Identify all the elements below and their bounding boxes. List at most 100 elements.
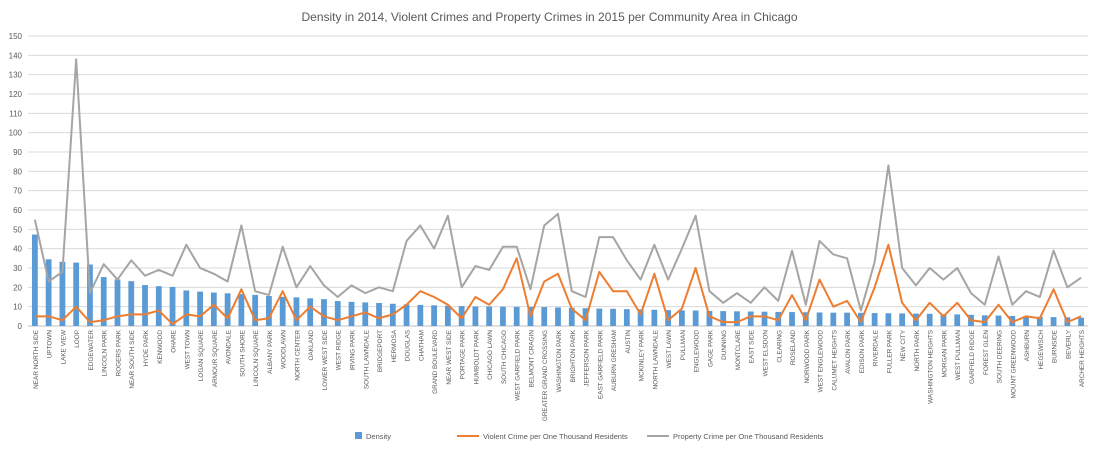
y-tick-label: 0 bbox=[18, 322, 23, 331]
density-bar bbox=[403, 304, 410, 326]
density-bar bbox=[899, 313, 906, 326]
x-tick-label: LINCOLN SQUARE bbox=[253, 330, 260, 386]
x-tick-label: GRAND BOULEVARD bbox=[432, 330, 439, 394]
density-bar bbox=[266, 296, 272, 326]
x-tick-label: OHARE bbox=[171, 330, 178, 353]
x-tick-label: ENGLEWOOD bbox=[694, 330, 701, 373]
density-bar bbox=[789, 312, 795, 326]
x-tick-label: MONTCLARE bbox=[735, 330, 742, 370]
x-tick-label: NORTH CENTER bbox=[294, 330, 301, 381]
y-tick-label: 120 bbox=[9, 90, 23, 99]
density-bar bbox=[1078, 317, 1085, 326]
x-tick-label: SOUTH CHICAGO bbox=[501, 330, 508, 384]
density-bar bbox=[73, 262, 80, 326]
crime-lines bbox=[33, 58, 1082, 326]
x-tick-label: GAGE PARK bbox=[707, 329, 714, 367]
x-tick-label: LAKE VIEW bbox=[60, 329, 67, 364]
x-tick-label: NORTH PARK bbox=[914, 329, 921, 371]
density-bar bbox=[210, 292, 217, 326]
x-tick-label: CLEARING bbox=[776, 330, 783, 363]
density-bar bbox=[59, 261, 66, 326]
density-bar bbox=[224, 293, 231, 326]
y-tick-label: 130 bbox=[9, 71, 23, 80]
legend-label: Property Crime per One Thousand Resident… bbox=[673, 432, 824, 441]
density-bar bbox=[279, 296, 286, 326]
gridlines bbox=[28, 35, 1088, 327]
x-tick-label: WEST TOWN bbox=[184, 330, 191, 370]
x-tick-label: BELMONT CRAGIN bbox=[528, 330, 535, 388]
density-bar bbox=[114, 279, 121, 326]
density-bar bbox=[348, 301, 355, 326]
x-tick-label: LOGAN SQUARE bbox=[198, 330, 205, 381]
density-bar bbox=[321, 299, 327, 326]
x-tick-label: WEST RIDGE bbox=[336, 330, 343, 370]
x-tick-label: ARMOUR SQUARE bbox=[212, 330, 219, 387]
density-bar bbox=[1050, 317, 1057, 326]
density-bar bbox=[376, 302, 382, 326]
density-bar bbox=[334, 301, 341, 326]
x-tick-label: FOREST GLEN bbox=[983, 330, 990, 375]
density-bar bbox=[954, 314, 961, 326]
density-bar bbox=[169, 286, 176, 326]
x-tick-label: ASHBURN bbox=[1024, 330, 1031, 362]
y-tick-label: 80 bbox=[13, 167, 22, 176]
density-bar bbox=[692, 310, 699, 326]
x-tick-label: LINCOLN PARK bbox=[102, 329, 109, 376]
density-bar bbox=[31, 234, 38, 326]
density-bar bbox=[444, 305, 451, 326]
density-bar bbox=[252, 294, 259, 326]
violent-crime-line bbox=[34, 243, 1082, 326]
density-bar bbox=[45, 259, 52, 326]
x-tick-label: WASHINGTON HEIGHTS bbox=[928, 330, 935, 404]
x-tick-label: ROGERS PARK bbox=[115, 329, 122, 376]
density-bar bbox=[568, 307, 575, 326]
x-tick-label: AVONDALE bbox=[226, 330, 233, 364]
x-tick-label: NEW CITY bbox=[900, 329, 907, 361]
x-tick-label: FULLER PARK bbox=[886, 329, 893, 373]
x-tick-label: WEST LAWN bbox=[666, 330, 673, 369]
density-bar bbox=[100, 277, 107, 326]
x-tick-label: HUMBOLDT PARK bbox=[473, 329, 480, 384]
density-bar bbox=[87, 264, 93, 326]
density-bar bbox=[596, 308, 603, 326]
density-bar bbox=[651, 309, 658, 326]
x-tick-label: UPTOWN bbox=[47, 330, 54, 359]
y-tick-label: 40 bbox=[13, 245, 22, 254]
legend: Density Violent Crime per One Thousand Re… bbox=[355, 432, 824, 441]
x-tick-label: EDGEWATER bbox=[88, 330, 95, 371]
x-tick-label: WEST ELSDON bbox=[762, 330, 769, 377]
y-tick-label: 30 bbox=[13, 264, 22, 273]
x-tick-label: ROSELAND bbox=[790, 330, 797, 366]
x-tick-label: AUSTIN bbox=[625, 330, 632, 354]
legend-swatch-density bbox=[355, 432, 362, 439]
density-bar bbox=[844, 312, 850, 326]
y-tick-label: 140 bbox=[9, 51, 23, 60]
density-bar bbox=[362, 302, 369, 326]
x-tick-label: NEAR WEST SIDE bbox=[446, 330, 453, 385]
density-bar bbox=[761, 311, 768, 326]
x-tick-label: BRIGHTON PARK bbox=[570, 329, 577, 382]
x-tick-label: GREATER GRAND CROSSING bbox=[542, 330, 549, 421]
y-axis: 0 10 20 30 40 50 60 70 80 90 100 110 120 130 140 150 bbox=[9, 32, 23, 331]
density-bar bbox=[816, 312, 823, 326]
y-tick-label: 110 bbox=[9, 109, 22, 118]
x-tick-label: BEVERLY bbox=[1065, 329, 1072, 359]
x-tick-label: MOUNT GREENWOOD bbox=[1010, 330, 1017, 399]
y-tick-label: 50 bbox=[13, 225, 22, 234]
density-bar bbox=[486, 306, 493, 326]
x-tick-label: BURNSIDE bbox=[1052, 330, 1059, 363]
x-tick-label: IRVING PARK bbox=[350, 329, 357, 370]
density-bar bbox=[610, 308, 616, 326]
x-tick-label: MORGAN PARK bbox=[941, 329, 948, 377]
legend-label: Density bbox=[366, 432, 391, 441]
density-bar bbox=[513, 306, 520, 326]
y-tick-label: 150 bbox=[9, 32, 23, 41]
x-tick-label: EAST GARFIELD PARK bbox=[597, 329, 604, 399]
x-tick-label: HEGEWISCH bbox=[1038, 330, 1045, 370]
x-tick-label: WOODLAWN bbox=[281, 330, 288, 369]
density-bar bbox=[197, 291, 203, 326]
density-bar bbox=[128, 281, 135, 326]
x-tick-label: WEST PULLMAN bbox=[955, 330, 962, 381]
x-tick-label: CALUMET HEIGHTS bbox=[831, 330, 838, 391]
density-bar bbox=[472, 306, 479, 326]
